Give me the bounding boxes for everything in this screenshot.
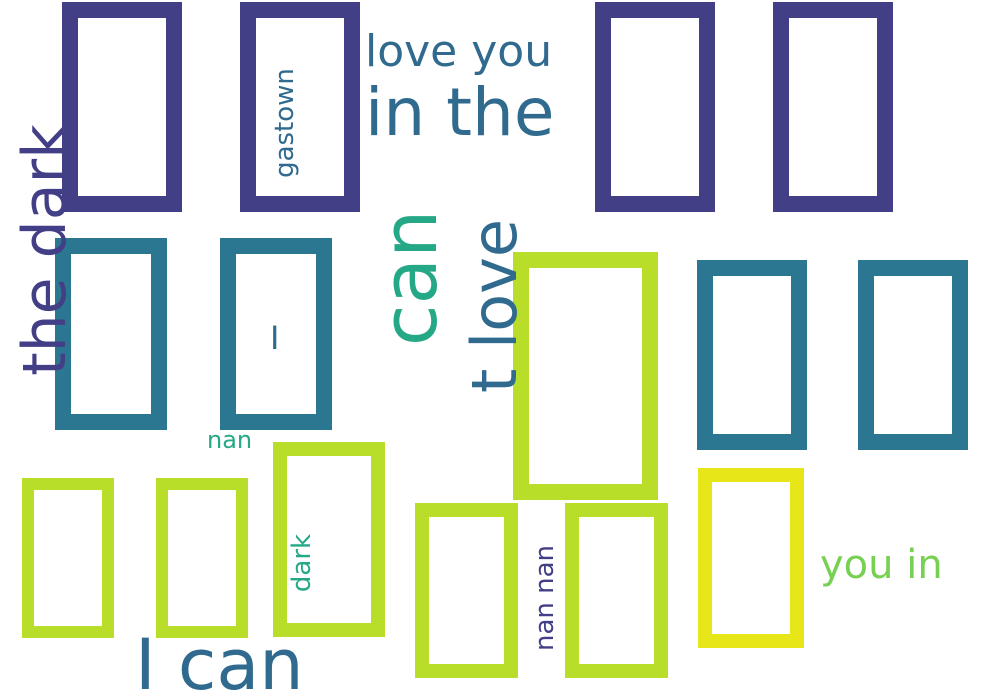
word-nan: nan: [207, 426, 253, 454]
word-love-you: love you: [365, 26, 553, 77]
frame-indigo-3: [595, 2, 715, 212]
frame-teal-2: [220, 238, 332, 430]
word-i: I: [270, 319, 280, 357]
frame-indigo-2: [240, 2, 360, 212]
word-i-can: I can: [135, 624, 304, 700]
frame-teal-3: [697, 260, 807, 450]
word-t-love: t love: [458, 219, 531, 394]
frame-yellow-1: [698, 468, 804, 648]
frame-indigo-4: [773, 2, 893, 212]
frame-lime-5: [415, 503, 518, 678]
word-in-the: in the: [365, 74, 555, 151]
frame-teal-1: [55, 238, 167, 430]
frame-lime-3: [22, 478, 114, 638]
frame-lime-6: [565, 503, 668, 678]
word-gastown: gastown: [270, 68, 300, 178]
frame-lime-4: [156, 478, 248, 638]
frame-lime-2: [273, 442, 385, 637]
frame-lime-1: [513, 252, 658, 500]
word-can: can: [365, 209, 454, 347]
word-you-in: you in: [820, 542, 943, 588]
word-the-dark: the dark: [10, 124, 80, 376]
frame-teal-4: [858, 260, 968, 450]
frame-indigo-1: [62, 2, 182, 212]
word-dark: dark: [287, 533, 317, 593]
word-nan-nan: nan nan: [530, 544, 560, 652]
